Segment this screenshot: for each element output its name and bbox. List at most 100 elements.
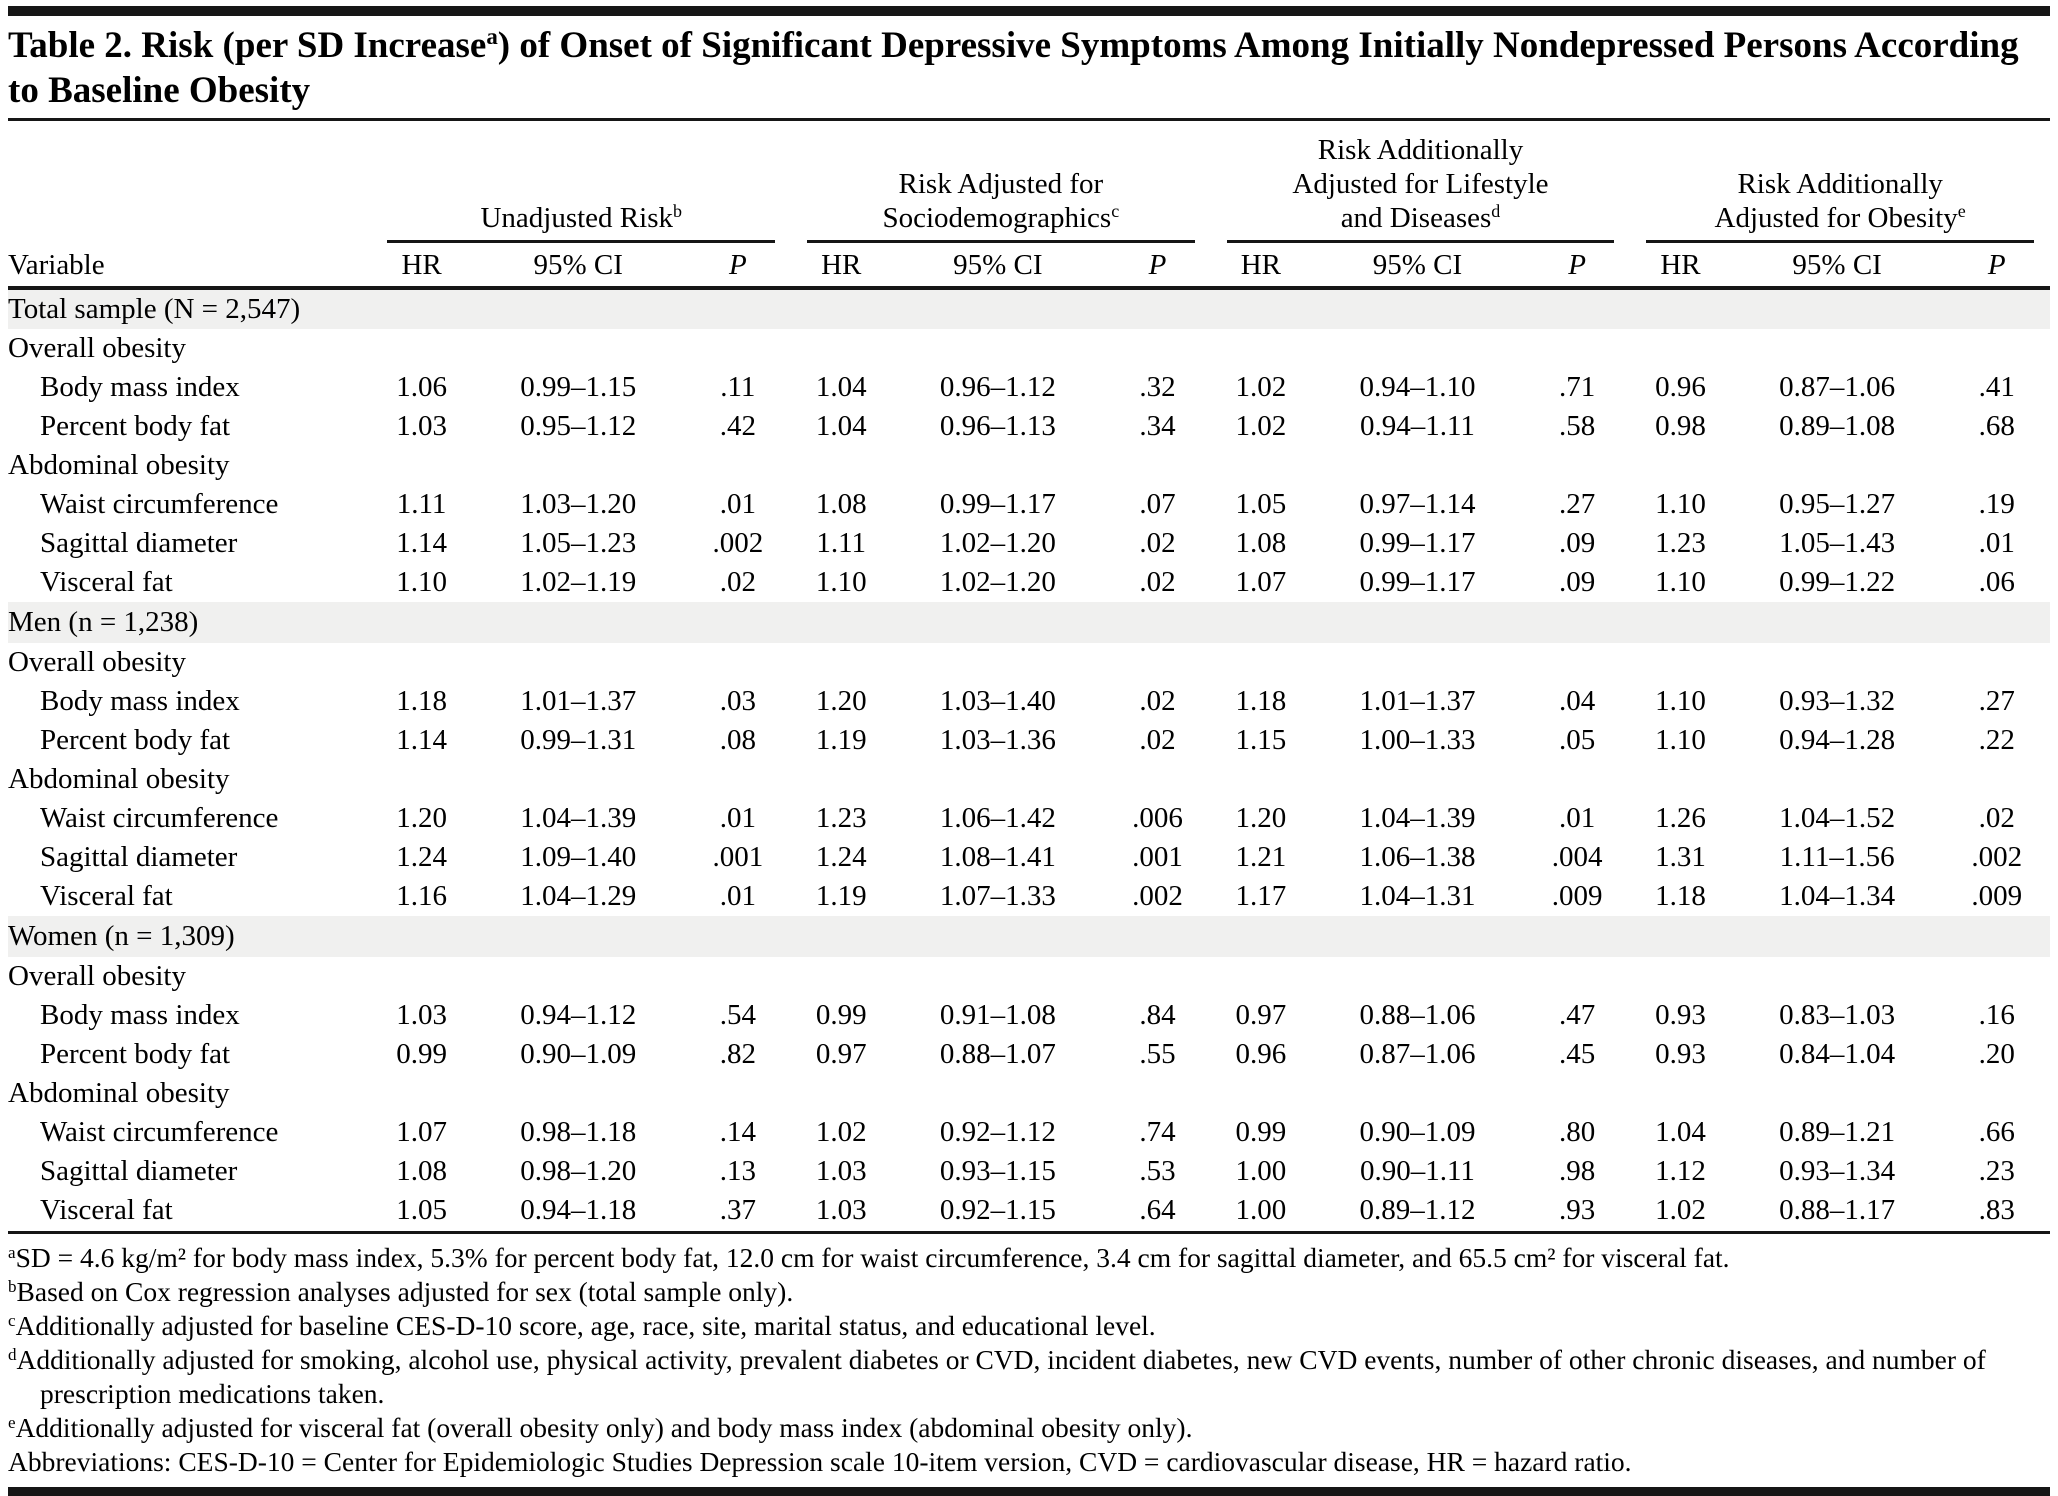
p-value: .006	[1132, 802, 1183, 834]
subsection-row: Overall obesity	[8, 329, 2050, 368]
ci-value: 0.94–1.18	[520, 1194, 637, 1226]
p-value: .01	[1978, 527, 2015, 559]
hr-value: 1.18	[1235, 685, 1287, 717]
hr-column-header: HR	[371, 243, 472, 290]
ci-value: 0.99–1.17	[1359, 527, 1476, 559]
group-underline	[807, 240, 1195, 243]
hr-value: 1.10	[815, 566, 867, 598]
table-row: Waist circumference 1.11 1.03–1.20 .01 1…	[8, 485, 2050, 524]
hr-value: 1.18	[1655, 880, 1706, 912]
subsection-label: Abdominal obesity	[8, 763, 230, 795]
section-row: Women (n = 1,309)	[8, 916, 2050, 957]
hr-value: 1.05	[396, 1194, 447, 1226]
section-label: Women (n = 1,309)	[8, 916, 2050, 957]
hr-value: 1.10	[1655, 488, 1706, 520]
table-row: Visceral fat 1.05 0.94–1.18 .37 1.03 0.9…	[8, 1191, 2050, 1230]
section-row: Total sample (N = 2,547)	[8, 288, 2050, 329]
hr-value: 1.20	[396, 802, 447, 834]
variable-label: Body mass index	[40, 685, 240, 717]
ci-value: 1.09–1.40	[520, 841, 637, 873]
group-header-lifestyle-diseases: Risk Additionally Adjusted for Lifestyle…	[1211, 123, 1631, 243]
ci-value: 1.01–1.37	[520, 685, 637, 717]
hr-value: 0.93	[1655, 999, 1706, 1031]
ci-value: 1.04–1.39	[520, 802, 637, 834]
hr-value: 1.08	[1235, 527, 1287, 559]
footnote: eAdditionally adjusted for visceral fat …	[8, 1411, 2050, 1445]
hr-value: 1.02	[815, 1116, 867, 1148]
hr-value: 1.21	[1235, 841, 1287, 873]
p-value: .01	[1558, 802, 1596, 834]
p-value: .68	[1978, 410, 2015, 442]
table-row: Percent body fat 0.99 0.90–1.09 .82 0.97…	[8, 1035, 2050, 1074]
hr-value: 1.08	[815, 488, 867, 520]
ci-value: 1.05–1.43	[1779, 527, 1896, 559]
ci-value: 0.94–1.11	[1360, 410, 1475, 442]
p-value: .03	[719, 685, 756, 717]
footnote: Abbreviations: CES-D-10 = Center for Epi…	[8, 1445, 2050, 1479]
ci-value: 0.99–1.15	[520, 371, 637, 403]
p-value: .45	[1558, 1038, 1596, 1070]
p-value: .05	[1558, 724, 1596, 756]
ci-value: 0.97–1.14	[1359, 488, 1476, 520]
hr-value: 1.15	[1235, 724, 1287, 756]
p-value: .13	[719, 1155, 756, 1187]
ci-value: 0.99–1.17	[939, 488, 1056, 520]
p-value: .009	[1971, 880, 2023, 912]
hr-value: 1.03	[815, 1194, 867, 1226]
column-subheader-row: Variable HR 95% CI P HR 95% CI P HR 95% …	[8, 243, 2050, 290]
table-row: Body mass index 1.06 0.99–1.15 .11 1.04 …	[8, 368, 2050, 407]
p-value: .08	[719, 724, 756, 756]
p-value: .09	[1558, 566, 1596, 598]
p-value: .004	[1551, 841, 1603, 873]
table-row: Percent body fat 1.14 0.99–1.31 .08 1.19…	[8, 721, 2050, 760]
footnote-marker: b	[8, 1276, 17, 1296]
ci-value: 0.95–1.12	[520, 410, 637, 442]
group-header-unadjusted: Unadjusted Riskb	[371, 123, 791, 243]
ci-value: 1.03–1.20	[520, 488, 637, 520]
footnote-marker: c	[1111, 201, 1120, 222]
p-value: .16	[1978, 999, 2015, 1031]
hr-value: 0.98	[1655, 410, 1706, 442]
group-header-obesity: Risk Additionally Adjusted for Obesitye	[1630, 123, 2050, 243]
ci-value: 0.87–1.06	[1359, 1038, 1476, 1070]
ci-value: 0.90–1.09	[1359, 1116, 1476, 1148]
p-value: .002	[1132, 880, 1183, 912]
ci-value: 0.95–1.27	[1779, 488, 1896, 520]
ci-value: 0.98–1.20	[520, 1155, 637, 1187]
footnote-text: Additionally adjusted for smoking, alcoh…	[16, 1344, 1986, 1409]
footnote-marker: c	[8, 1310, 16, 1330]
hr-column-header: HR	[1630, 243, 1731, 290]
hr-value: 1.16	[396, 880, 447, 912]
ci-value: 0.93–1.34	[1779, 1155, 1896, 1187]
top-rule	[8, 6, 2050, 16]
ci-value: 0.94–1.28	[1779, 724, 1896, 756]
section-label: Total sample (N = 2,547)	[8, 288, 2050, 329]
footnote-text: Additionally adjusted for baseline CES-D…	[15, 1310, 1156, 1341]
hr-value: 1.23	[1655, 527, 1706, 559]
group-underline	[1646, 240, 2034, 243]
hr-value: 1.26	[1655, 802, 1706, 834]
p-value: .66	[1978, 1116, 2015, 1148]
group-label-text: Risk Additionally Adjusted for Lifestyle…	[1292, 134, 1549, 234]
subsection-label: Abdominal obesity	[8, 449, 230, 481]
group-label-text: Risk Additionally Adjusted for Obesity	[1714, 168, 1958, 234]
variable-label: Body mass index	[40, 371, 240, 403]
p-column-header: P	[684, 243, 792, 290]
ci-value: 0.90–1.11	[1360, 1155, 1475, 1187]
ci-value: 0.84–1.04	[1779, 1038, 1896, 1070]
ci-value: 0.99–1.22	[1779, 566, 1896, 598]
footnote-marker: e	[8, 1412, 16, 1432]
hr-value: 1.02	[1655, 1194, 1706, 1226]
hr-value: 1.06	[396, 371, 447, 403]
hr-value: 1.11	[396, 488, 447, 520]
ci-value: 0.88–1.17	[1779, 1194, 1896, 1226]
group-header-sociodemographics: Risk Adjusted for Sociodemographicsc	[791, 123, 1211, 243]
ci-value: 0.91–1.08	[939, 999, 1056, 1031]
p-value: .64	[1139, 1194, 1176, 1226]
p-value: .04	[1558, 685, 1596, 717]
ci-value: 0.93–1.32	[1779, 685, 1896, 717]
ci-value: 1.03–1.40	[939, 685, 1056, 717]
hr-value: 1.23	[815, 802, 867, 834]
footnote-marker: e	[1957, 201, 1966, 222]
table-title-text: Table 2. Risk (per SD Increase	[8, 25, 487, 66]
